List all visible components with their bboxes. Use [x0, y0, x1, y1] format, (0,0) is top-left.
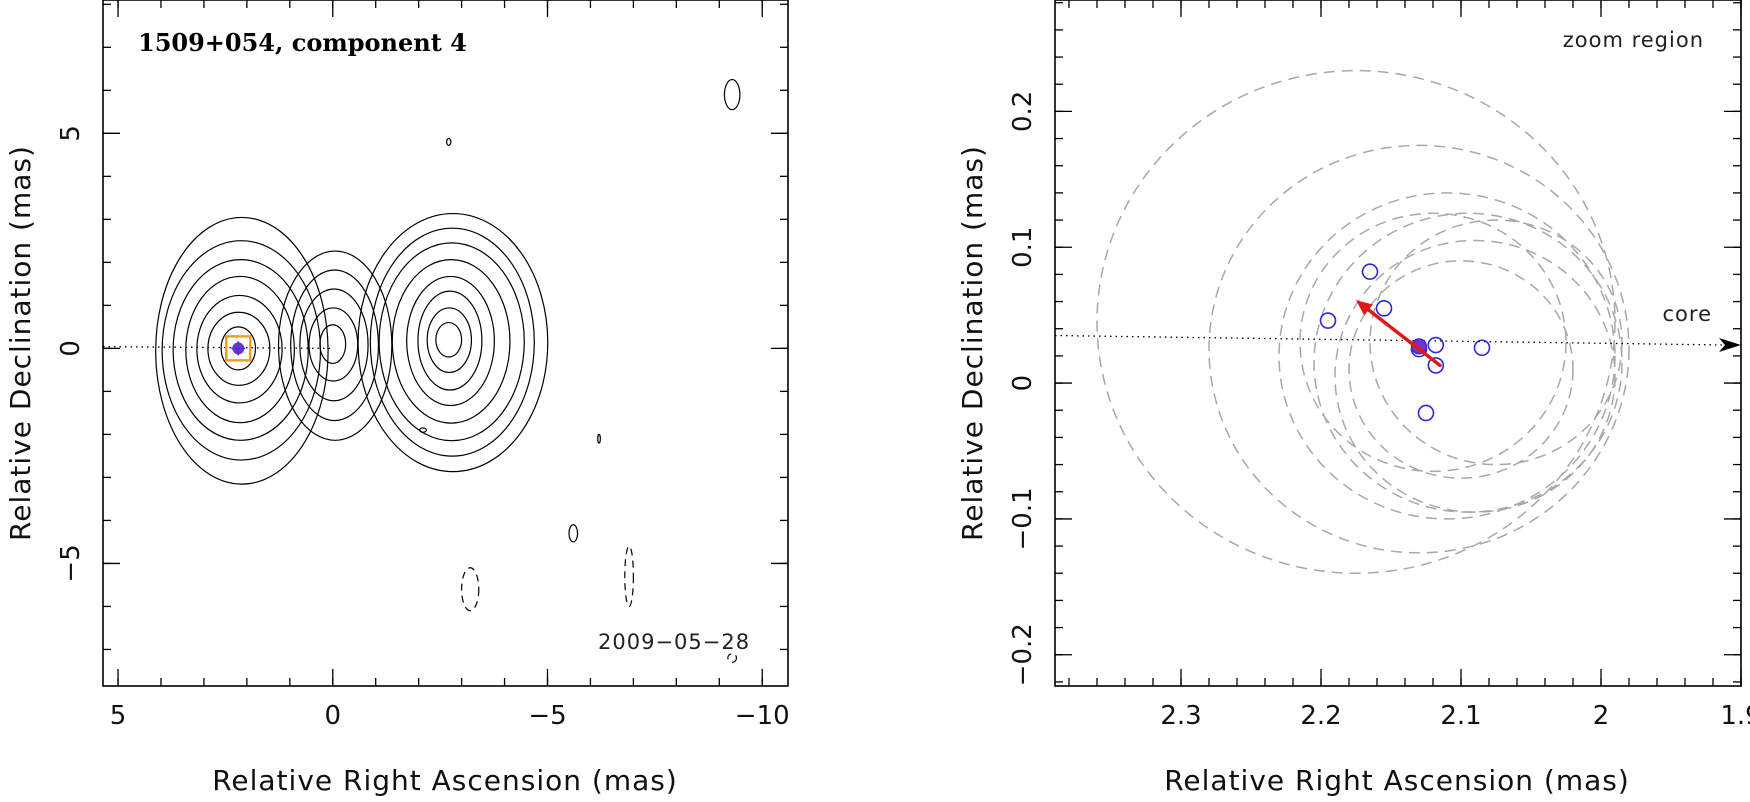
right-y-tick-label: 0 — [1008, 375, 1038, 392]
right-y-tick-label: −0.1 — [1008, 487, 1038, 550]
left-x-tick-labels: 5 0 −5 −10 — [110, 701, 790, 731]
velocity-arrowhead — [1356, 300, 1373, 316]
noise-contour — [568, 524, 579, 543]
contour-level — [378, 242, 525, 442]
epoch-point — [1417, 404, 1435, 422]
contour-level — [207, 311, 271, 386]
epoch-positions — [1319, 263, 1491, 422]
contour-level — [319, 324, 347, 365]
left-x-tick-label: −10 — [735, 701, 790, 731]
component-marker — [225, 335, 252, 362]
contour-level — [369, 227, 535, 457]
left-plot-frame — [102, 0, 789, 687]
contour-level — [299, 288, 369, 402]
left-panel: 1509+054, component 4 2009−05−28 5 0 −5 −10… — [4, 0, 790, 797]
left-y-axis-title: Relative Declination (mas) — [4, 145, 37, 541]
contour-map — [155, 212, 549, 485]
left-y-tick-label: −5 — [56, 544, 86, 582]
noise-contours — [418, 78, 741, 663]
epoch-point — [1319, 312, 1337, 329]
contour-level — [155, 216, 329, 485]
marker-box — [225, 335, 252, 362]
contour-level — [196, 294, 283, 404]
noise-contour — [723, 78, 741, 111]
error-circle — [1278, 192, 1616, 520]
right-axis-ticks — [1055, 0, 1742, 686]
contour-level — [277, 250, 393, 441]
right-x-tick-label: 2.1 — [1440, 701, 1481, 731]
error-circle — [1369, 219, 1623, 466]
contour-level — [406, 275, 495, 407]
contour-level — [435, 321, 463, 358]
right-x-tick-label: 2.3 — [1160, 701, 1201, 731]
epoch-point — [1427, 336, 1445, 354]
left-panel-title: 1509+054, component 4 — [138, 28, 467, 57]
contour-level — [308, 307, 359, 382]
zoom-region-label: zoom region — [1563, 28, 1704, 52]
epoch-point — [1473, 339, 1491, 357]
right-x-tick-label: 2 — [1593, 701, 1610, 731]
velocity-shaft — [1366, 308, 1442, 368]
left-x-axis-title: Relative Right Ascension (mas) — [212, 764, 678, 797]
right-y-axis-title: Relative Declination (mas) — [956, 145, 989, 541]
right-y-tick-label: 0.1 — [1008, 227, 1038, 268]
right-x-tick-label: 2.2 — [1300, 701, 1341, 731]
right-panel: zoom region core 2.3 2.2 2.1 2 1.9 −0.2 −0.1 0… — [956, 0, 1750, 797]
core-label: core — [1663, 302, 1713, 326]
core-direction-line-zoom — [1054, 334, 1741, 353]
noise-contour — [461, 567, 480, 612]
error-circle — [1348, 260, 1574, 479]
velocity-vector — [1356, 300, 1442, 368]
epoch-point — [1427, 357, 1445, 374]
left-x-tick-label: −5 — [528, 701, 566, 731]
left-axis-ticks — [103, 0, 788, 686]
left-y-tick-labels: −5 0 5 — [56, 125, 86, 583]
left-x-tick-label: 0 — [324, 701, 341, 731]
error-circle — [1334, 239, 1616, 513]
left-y-tick-label: 5 — [56, 125, 86, 142]
contour-level — [172, 259, 309, 441]
contour-level — [290, 269, 380, 422]
right-x-tick-label: 1.9 — [1720, 701, 1750, 731]
left-x-tick-label: 5 — [110, 701, 127, 731]
error-circle — [1299, 212, 1567, 473]
contour-level — [391, 259, 511, 424]
core-line — [102, 346, 333, 350]
epoch-point — [1361, 263, 1379, 280]
right-y-tick-labels: −0.2 −0.1 0 0.1 0.2 — [1008, 91, 1038, 687]
contour-level — [426, 307, 473, 374]
right-y-tick-label: 0.2 — [1008, 91, 1038, 132]
contour-level — [220, 326, 257, 371]
core-line-zoom — [1054, 334, 1728, 346]
epoch-point — [1375, 300, 1393, 317]
core-arrowhead — [1719, 338, 1741, 353]
noise-contour — [624, 545, 634, 608]
right-plot-frame — [1054, 0, 1742, 687]
epoch-label: 2009−05−28 — [598, 630, 750, 654]
noise-contour — [445, 137, 452, 146]
contour-level — [417, 290, 483, 391]
contour-level — [185, 275, 295, 424]
error-circle — [1208, 144, 1630, 554]
core-direction-line — [102, 346, 333, 350]
error-circle — [1096, 69, 1616, 575]
right-y-tick-label: −0.2 — [1008, 623, 1038, 686]
noise-contour — [597, 433, 601, 444]
contour-level — [357, 212, 549, 473]
noise-contour — [727, 653, 738, 663]
error-circles — [1096, 69, 1630, 575]
noise-contour — [418, 427, 427, 433]
right-x-axis-title: Relative Right Ascension (mas) — [1164, 764, 1630, 797]
left-y-tick-label: 0 — [56, 340, 86, 357]
right-x-tick-labels: 2.3 2.2 2.1 2 1.9 — [1160, 701, 1750, 731]
